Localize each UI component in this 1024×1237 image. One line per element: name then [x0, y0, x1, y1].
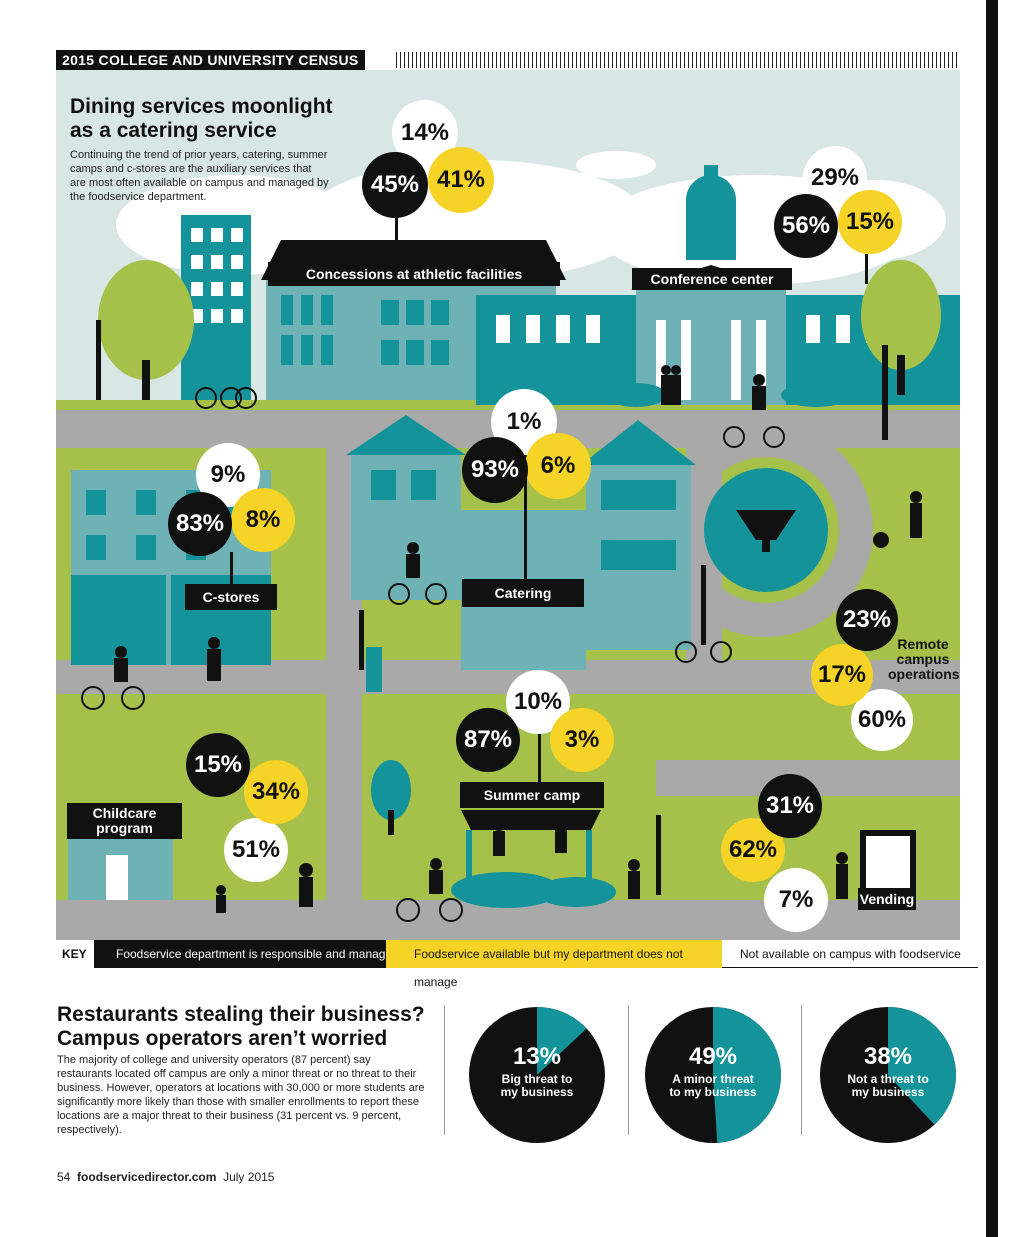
footer-site: foodservicedirector.com — [77, 1170, 217, 1184]
page-edge-bar — [986, 0, 998, 1237]
sign-catering: Catering — [462, 579, 584, 607]
key-white: Not available on campus with foodservice — [722, 940, 978, 968]
bubble-not-managed: 8% — [231, 488, 295, 552]
bubble-managed: 56% — [774, 194, 838, 258]
bubble-not-managed: 34% — [244, 760, 308, 824]
banner-label: 2015 COLLEGE AND UNIVERSITY CENSUS — [56, 50, 365, 70]
section1-title-line2: as a catering service — [70, 119, 277, 142]
pie-caption-line2: my business — [500, 1085, 574, 1099]
banner-rule — [396, 52, 960, 68]
bubble-managed: 15% — [186, 733, 250, 797]
pie-chart: 49% A minor threat to my business — [643, 1005, 783, 1145]
bubble-stick — [538, 734, 541, 782]
color-key: KEY Foodservice department is responsibl… — [56, 940, 978, 989]
childcare-label-line2: program — [96, 820, 153, 836]
bubble-managed: 93% — [462, 437, 528, 503]
bubble-not-managed: 6% — [525, 433, 591, 499]
bubble-managed: 45% — [362, 152, 428, 218]
remote-label-line2: campus — [896, 651, 950, 667]
section2-lead: The majority of college and university o… — [57, 1054, 425, 1136]
remote-label-line1: Remote — [897, 636, 949, 652]
bubble-managed: 83% — [168, 492, 232, 556]
sign-cstores: C-stores — [185, 584, 277, 610]
pie-caption-line1: A minor threat — [672, 1072, 754, 1086]
pie-svg — [645, 1007, 781, 1143]
bubble-stick — [865, 254, 868, 284]
section2-title-line1: Restaurants stealing their business? — [57, 1003, 425, 1026]
bubble-not-available: 51% — [224, 818, 288, 882]
section1-title: Dining services moonlight as a catering … — [70, 95, 333, 143]
bubble-not-managed: 17% — [811, 644, 873, 706]
bubble-not-managed: 15% — [838, 190, 902, 254]
pie-percent: 49% — [688, 1043, 738, 1070]
footer-date: July 2015 — [223, 1170, 275, 1184]
sign-conference: Conference center — [632, 268, 792, 290]
sign-concessions: Concessions at athletic facilities — [268, 262, 560, 286]
bubble-managed: 87% — [456, 708, 520, 772]
bubble-stick — [395, 218, 398, 263]
bubble-not-available: 60% — [851, 689, 913, 751]
pie-slice — [888, 1007, 956, 1125]
sign-childcare: Childcare program — [67, 803, 182, 839]
pie-chart: 13% Big threat to my business — [467, 1005, 607, 1145]
divider-3 — [801, 1005, 802, 1135]
bubble-not-available: 7% — [764, 868, 828, 932]
bubble-managed: 23% — [836, 589, 898, 651]
divider-2 — [628, 1005, 629, 1135]
pie-caption-line2: to my business — [669, 1085, 757, 1099]
section2-title: Restaurants stealing their business? Cam… — [57, 1003, 437, 1051]
section2-title-line2: Campus operators aren’t worried — [57, 1027, 388, 1050]
sign-summer: Summer camp — [460, 782, 604, 808]
bubble-not-managed: 3% — [550, 708, 614, 772]
section1-title-line1: Dining services moonlight — [70, 95, 333, 118]
bubble-not-managed: 41% — [428, 147, 494, 213]
pie-caption-line1: Not a threat to — [847, 1072, 929, 1086]
page-footer: 54 foodservicedirector.com July 2015 — [57, 1170, 274, 1184]
pie-svg — [820, 1007, 956, 1143]
divider-1 — [444, 1005, 445, 1135]
bubble-stick — [230, 552, 233, 584]
page-number: 54 — [57, 1170, 71, 1184]
bubble-stick — [524, 455, 527, 579]
pie-caption-line2: my business — [851, 1085, 925, 1099]
remote-label-line3: operations — [888, 666, 960, 682]
pie-caption-line1: Big threat to — [501, 1072, 573, 1086]
pie-label: 49% A minor threat to my business — [643, 1043, 783, 1099]
pie-svg — [469, 1007, 605, 1143]
bubble-managed: 31% — [758, 774, 822, 838]
key-black: Foodservice department is responsible an… — [94, 940, 406, 968]
childcare-label-line1: Childcare — [92, 805, 157, 821]
pie-percent: 13% — [512, 1043, 562, 1070]
sign-vending: Vending — [858, 888, 916, 910]
bubble-not-managed: 62% — [721, 818, 785, 882]
label-remote-campus: Remote campus operations — [888, 636, 960, 682]
pie-label: 38% Not a threat to my business — [818, 1043, 958, 1099]
pie-chart: 38% Not a threat to my business — [818, 1005, 958, 1145]
pie-label: 13% Big threat to my business — [467, 1043, 607, 1099]
pie-percent: 38% — [863, 1043, 913, 1070]
key-label: KEY — [62, 947, 87, 961]
section1-lead: Continuing the trend of prior years, cat… — [70, 149, 329, 203]
key-yellow: Foodservice available but my department … — [386, 940, 722, 989]
pie-slice — [537, 1007, 587, 1075]
pie-slice — [713, 1007, 781, 1143]
census-banner: 2015 COLLEGE AND UNIVERSITY CENSUS — [56, 50, 960, 70]
